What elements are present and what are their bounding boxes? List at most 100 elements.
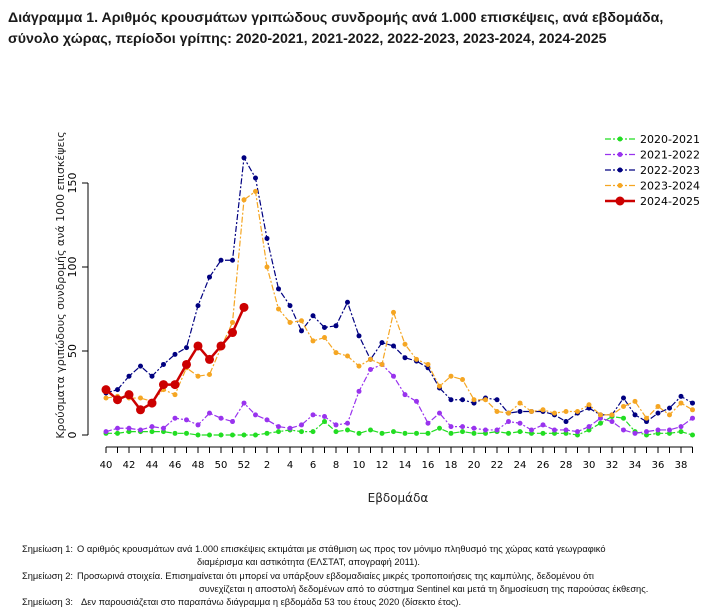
x-tick-label: 4 <box>287 460 293 471</box>
data-point <box>207 274 212 280</box>
note-text: συνεχίζεται η αποστολή δεδομένων από το … <box>199 583 649 594</box>
data-point <box>655 427 661 433</box>
data-point <box>276 306 281 312</box>
data-point <box>276 286 281 292</box>
data-point <box>333 323 339 329</box>
data-point <box>391 343 396 349</box>
legend-marker <box>617 152 623 157</box>
data-point <box>115 425 120 431</box>
data-point <box>402 341 408 347</box>
data-point <box>414 430 419 436</box>
legend-label: 2024-2025 <box>640 195 700 208</box>
data-point <box>264 430 270 436</box>
data-point <box>517 400 523 406</box>
data-point <box>598 412 603 418</box>
data-point <box>195 432 201 438</box>
data-point <box>138 395 143 401</box>
data-point <box>276 429 281 435</box>
data-point <box>448 397 454 403</box>
data-point <box>276 424 281 430</box>
data-point <box>540 430 546 436</box>
data-point <box>195 373 201 379</box>
data-point <box>253 432 258 438</box>
data-point <box>216 341 226 351</box>
data-point <box>310 429 316 435</box>
legend-label: 2021-2022 <box>640 149 700 162</box>
data-point <box>207 410 212 416</box>
data-point <box>471 430 477 436</box>
data-point <box>103 395 109 401</box>
note-text: διαμέρισμα και αστικότητα (ΕΛΣΤΑΤ, απογρ… <box>197 557 421 568</box>
data-point <box>241 197 247 203</box>
x-tick-label: 28 <box>560 460 573 471</box>
data-point <box>575 429 580 435</box>
data-point <box>425 361 431 367</box>
data-point <box>517 420 523 426</box>
data-point <box>690 407 695 413</box>
data-point <box>322 414 327 420</box>
data-point <box>368 427 373 433</box>
x-tick-label: 2 <box>264 460 270 471</box>
data-point <box>207 432 212 438</box>
data-point <box>195 303 201 309</box>
y-tick-label: 50 <box>66 344 79 358</box>
data-point <box>230 319 235 325</box>
data-point <box>287 425 293 431</box>
note-text: Προσωρινά στοιχεία. Επισημαίνεται ότι μπ… <box>77 570 594 581</box>
data-point <box>161 425 166 431</box>
y-tick-label: 150 <box>66 173 79 194</box>
data-point <box>218 415 224 421</box>
data-point <box>483 397 488 403</box>
data-point <box>184 345 189 351</box>
data-point <box>345 353 350 359</box>
data-point <box>149 424 155 430</box>
data-point <box>264 264 270 270</box>
data-point <box>172 392 178 398</box>
data-point <box>494 397 500 403</box>
data-point <box>322 335 327 341</box>
data-point <box>356 333 362 339</box>
data-point <box>391 309 396 315</box>
note-3: Σημείωση 3: Δεν παρουσιάζεται στο παραπά… <box>22 596 713 609</box>
data-point <box>460 397 465 403</box>
data-point <box>138 363 143 369</box>
legend-label: 2022-2023 <box>640 164 700 177</box>
data-point <box>115 430 120 436</box>
x-tick-label: 12 <box>376 460 389 471</box>
data-point <box>448 373 454 379</box>
data-point <box>402 392 408 398</box>
note-text: Ο αριθμός κρουσμάτων ανά 1.000 επισκέψει… <box>77 544 606 554</box>
data-point <box>644 429 649 435</box>
data-point <box>287 303 293 309</box>
data-point <box>299 328 304 334</box>
x-tick-label: 22 <box>491 460 504 471</box>
data-point <box>147 398 157 408</box>
data-point <box>356 388 362 394</box>
data-point <box>322 324 327 330</box>
x-tick-label: 42 <box>123 460 136 471</box>
data-point <box>471 425 477 431</box>
x-tick-label: 52 <box>238 460 251 471</box>
data-point <box>195 422 201 428</box>
data-point <box>264 417 270 423</box>
data-point <box>299 429 304 435</box>
data-point <box>345 420 350 426</box>
data-point <box>310 412 316 418</box>
data-point <box>345 427 350 433</box>
note-label: Σημείωση 3: <box>22 597 73 608</box>
note-2: Σημείωση 2: Προσωρινά στοιχεία. Επισημαί… <box>22 570 713 597</box>
series-line-2022-2023 <box>105 155 693 423</box>
data-point <box>460 377 465 383</box>
data-point <box>253 412 258 418</box>
legend-marker <box>617 167 623 173</box>
data-point <box>113 395 122 405</box>
data-point <box>632 398 638 404</box>
data-point <box>563 408 569 414</box>
x-tick-label: 46 <box>169 460 182 471</box>
data-point <box>621 415 626 421</box>
x-tick-label: 48 <box>192 460 205 471</box>
data-point <box>506 430 511 436</box>
data-point <box>391 373 396 379</box>
data-point <box>172 430 178 436</box>
data-point <box>586 402 592 408</box>
